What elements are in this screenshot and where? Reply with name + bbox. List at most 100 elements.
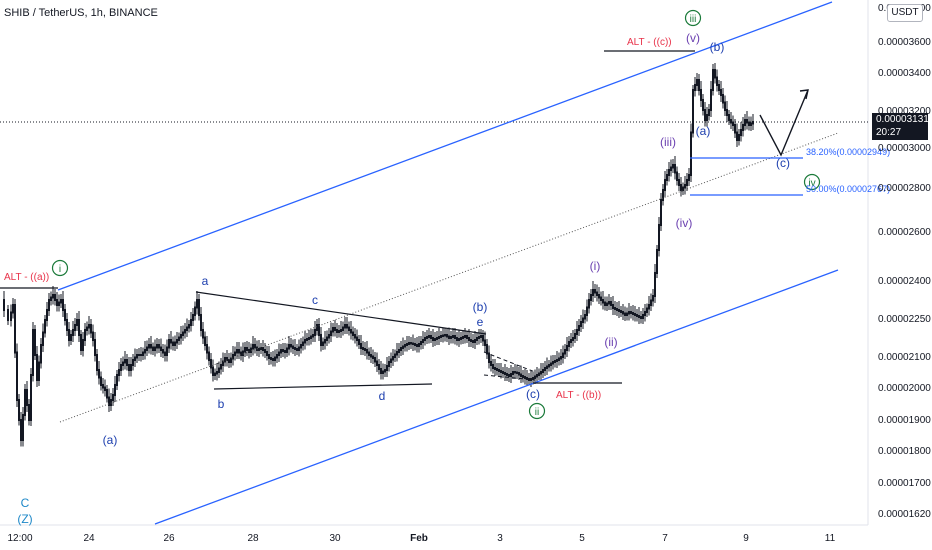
candle-body	[360, 343, 362, 349]
wave-label: c	[312, 293, 318, 307]
candle-body	[368, 351, 370, 356]
candle-body	[620, 310, 622, 313]
candle-body	[20, 419, 22, 441]
candle-body	[310, 335, 312, 339]
candle-body	[584, 314, 586, 320]
candle-body	[508, 374, 510, 377]
candle-body	[598, 294, 600, 299]
candle-body	[386, 365, 388, 371]
candle-body	[108, 396, 110, 406]
candle-body	[90, 324, 92, 334]
wave-label: (a)	[696, 124, 711, 138]
candle-body	[706, 114, 708, 121]
candle-body	[402, 345, 404, 349]
candle-body	[446, 334, 448, 338]
candle-body	[210, 359, 212, 369]
candle-body	[646, 307, 648, 313]
candle-body	[454, 335, 456, 339]
candle-body	[46, 309, 48, 321]
candle-body	[702, 99, 704, 111]
circled-wave-marker	[684, 9, 702, 27]
candle-body	[344, 324, 346, 329]
candle-body	[636, 314, 638, 317]
wave-label: (v)	[686, 31, 700, 45]
candle-body	[126, 359, 128, 366]
candle-body	[728, 114, 730, 121]
wave-label: (b)	[710, 40, 725, 54]
price-axis[interactable]: 0.00001620 0.00001700 0.00001800 0.00001900…	[878, 3, 931, 520]
candle-body	[400, 347, 402, 351]
candle-body	[502, 371, 504, 374]
candle-body	[18, 399, 20, 421]
channel-upper-line	[57, 1, 833, 291]
candle-body	[48, 299, 50, 311]
candle-body	[286, 347, 288, 353]
candle-body	[558, 357, 560, 361]
circled-wave-label: iv	[808, 178, 815, 189]
candle-body	[444, 334, 446, 337]
currency-badge[interactable]: USDT	[887, 4, 923, 22]
annotation-layer: C(Z)(a)abcd(b)e(c)(i)(ii)(iii)(iv)(v)(a)…	[4, 9, 890, 526]
time-axis[interactable]: 12:00 24 26 28 30 Feb 3 5 7 9 11	[7, 533, 835, 544]
candle-body	[688, 174, 690, 181]
time-tick-label: 12:00	[7, 533, 32, 544]
candle-body	[730, 119, 732, 124]
candle-body	[92, 331, 94, 341]
wave-label: (c)	[526, 387, 540, 401]
candle-body	[744, 119, 746, 126]
circled-wave-marker	[528, 402, 546, 420]
wave-label: (ii)	[604, 335, 617, 349]
candle-body	[236, 349, 238, 354]
current-price-tag: 0.00003131 20:27	[872, 113, 929, 140]
candle-body	[254, 344, 256, 349]
candle-body	[736, 131, 738, 141]
price-tick-label: 0.00002100	[878, 352, 931, 363]
candle-body	[112, 394, 114, 401]
time-tick-label: 3	[497, 533, 503, 544]
wave-label: (iv)	[676, 216, 693, 230]
candle-body	[154, 346, 156, 351]
candle-body	[298, 346, 300, 351]
candle-body	[694, 84, 696, 91]
candle-body	[110, 399, 112, 406]
candle-body	[240, 351, 242, 356]
candle-body	[440, 335, 442, 338]
candle-body	[626, 312, 628, 316]
candle-body	[296, 348, 298, 351]
time-tick-label: 28	[247, 533, 259, 544]
candle-body	[258, 348, 260, 351]
candle-body	[492, 364, 494, 369]
time-tick-label: 24	[83, 533, 95, 544]
candle-body	[548, 364, 550, 368]
price-tick-label: 0.00003000	[878, 143, 931, 154]
candle-body	[62, 299, 64, 311]
candle-body	[516, 371, 518, 374]
wedge-lower-line	[483, 374, 536, 381]
candle-body	[398, 349, 400, 353]
candle-body	[316, 324, 318, 331]
candle-body	[186, 326, 188, 331]
candle-body	[34, 329, 36, 356]
candle-body	[514, 371, 516, 374]
candle-body	[336, 329, 338, 333]
candle-body	[618, 309, 620, 312]
candle-body	[634, 313, 636, 316]
candle-body	[74, 324, 76, 331]
candle-body	[684, 184, 686, 189]
candle-body	[496, 368, 498, 371]
candle-body	[128, 364, 130, 371]
alt-label: ALT - ((c))	[627, 37, 672, 48]
candle-body	[462, 336, 464, 339]
candle-body	[394, 353, 396, 358]
candle-body	[546, 365, 548, 369]
price-tick-label: 0.00002800	[878, 183, 931, 194]
candle-body	[198, 299, 200, 316]
candle-body	[30, 374, 32, 421]
candle-body	[680, 184, 682, 191]
candle-body	[166, 346, 168, 356]
candle-body	[314, 329, 316, 336]
candle-body	[608, 301, 610, 305]
circled-wave-label: i	[59, 264, 61, 275]
candle-body	[220, 364, 222, 370]
